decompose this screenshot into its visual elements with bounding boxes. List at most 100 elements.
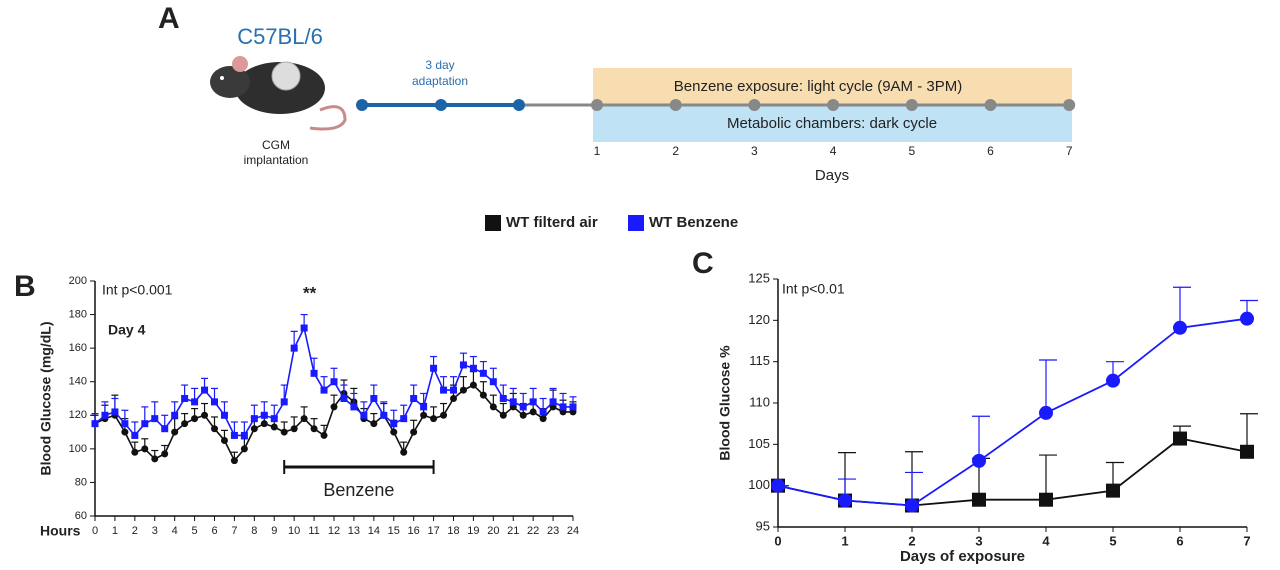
panel-a: A C57BL/6 CGM implantation 3 day adaptat… bbox=[158, 2, 1072, 184]
x-tick-label: 5 bbox=[1109, 533, 1116, 548]
marker bbox=[559, 403, 567, 411]
marker bbox=[1173, 431, 1187, 446]
panel-letter: C bbox=[692, 247, 714, 280]
marker bbox=[972, 453, 986, 468]
y-tick-label: 140 bbox=[69, 376, 87, 388]
marker bbox=[300, 324, 308, 332]
marker bbox=[972, 492, 986, 507]
x-tick-label: 7 bbox=[1243, 533, 1250, 548]
marker bbox=[489, 378, 497, 386]
x-tick-label: 4 bbox=[172, 525, 178, 537]
x-tick-label: 15 bbox=[388, 525, 400, 537]
x-tick-label: 4 bbox=[1042, 533, 1050, 548]
x-tick-label: 2 bbox=[908, 533, 915, 548]
exposure-label: Benzene exposure: light cycle (9AM - 3PM… bbox=[674, 78, 962, 95]
marker bbox=[469, 381, 477, 389]
marker bbox=[121, 420, 129, 428]
day-label: 6 bbox=[987, 144, 994, 158]
marker bbox=[290, 344, 298, 352]
exposure-band bbox=[593, 68, 1072, 105]
marker bbox=[270, 415, 278, 423]
day-label: 3 bbox=[751, 144, 758, 158]
legend-label: WT filterd air bbox=[506, 214, 598, 231]
timeline-dot bbox=[905, 99, 918, 111]
marker bbox=[479, 369, 487, 377]
marker bbox=[141, 445, 149, 453]
marker bbox=[519, 403, 527, 411]
x-tick-label: 6 bbox=[211, 525, 217, 537]
timeline-dot bbox=[513, 99, 525, 111]
adaptation-label: 3 day bbox=[425, 58, 454, 72]
timeline-dot bbox=[1063, 99, 1076, 111]
marker bbox=[181, 420, 189, 428]
marker bbox=[529, 398, 537, 406]
timeline-dot bbox=[591, 99, 603, 111]
marker bbox=[459, 386, 467, 394]
x-tick-label: 21 bbox=[507, 525, 519, 537]
y-tick-label: 80 bbox=[75, 476, 87, 488]
chart-c: C 95 100 105 110 115 120 125 0 1 2 3 4 5 6 7 Days of exp… bbox=[692, 247, 1258, 565]
y-tick-label: 180 bbox=[69, 308, 87, 320]
marker bbox=[121, 428, 129, 436]
timeline-dot bbox=[748, 99, 761, 111]
x-tick-label: 17 bbox=[427, 525, 439, 537]
chamber-band bbox=[593, 105, 1072, 142]
marker bbox=[370, 420, 378, 428]
annotation: Day 4 bbox=[108, 322, 146, 338]
marker bbox=[519, 411, 527, 419]
marker bbox=[440, 386, 448, 394]
marker bbox=[509, 398, 517, 406]
marker bbox=[905, 498, 919, 513]
x-tick-label: 8 bbox=[251, 525, 257, 537]
marker bbox=[350, 403, 358, 411]
x-tick-label: 13 bbox=[348, 525, 360, 537]
marker bbox=[260, 411, 268, 419]
x-tick-label: 22 bbox=[527, 525, 539, 537]
x-axis-label: Days of exposure bbox=[900, 548, 1025, 565]
marker bbox=[111, 408, 119, 416]
marker bbox=[240, 445, 248, 453]
x-tick-label: 9 bbox=[271, 525, 277, 537]
marker bbox=[340, 395, 348, 402]
marker bbox=[489, 403, 497, 411]
marker bbox=[390, 428, 398, 436]
x-tick-label: 1 bbox=[112, 525, 118, 537]
marker bbox=[171, 411, 179, 419]
marker bbox=[569, 403, 577, 411]
marker bbox=[191, 398, 199, 406]
marker bbox=[380, 411, 388, 419]
marker bbox=[499, 411, 507, 419]
x-tick-label: 3 bbox=[975, 533, 982, 548]
marker bbox=[141, 420, 149, 428]
marker bbox=[131, 448, 139, 456]
marker bbox=[330, 403, 338, 411]
marker bbox=[151, 455, 159, 463]
day-label: 7 bbox=[1066, 144, 1073, 158]
y-axis-label: Blood Glucose (mg/dL) bbox=[38, 322, 54, 476]
marker bbox=[151, 415, 159, 423]
x-tick-label: 10 bbox=[288, 525, 300, 537]
marker bbox=[131, 431, 139, 439]
x-tick-label: 0 bbox=[92, 525, 98, 537]
marker bbox=[220, 411, 228, 419]
marker bbox=[450, 386, 457, 394]
marker bbox=[430, 415, 438, 423]
x-tick-label: 3 bbox=[152, 525, 158, 537]
marker bbox=[1106, 373, 1120, 388]
y-tick-label: 60 bbox=[75, 510, 87, 522]
marker bbox=[410, 428, 418, 436]
day-label: 2 bbox=[672, 144, 679, 158]
implant-label: CGM bbox=[262, 138, 290, 152]
x-tick-label: 1 bbox=[841, 533, 848, 548]
y-tick-label: 100 bbox=[69, 443, 87, 455]
marker bbox=[101, 411, 109, 419]
marker bbox=[320, 431, 328, 439]
y-tick-label: 125 bbox=[748, 270, 770, 285]
marker bbox=[1039, 405, 1053, 420]
series-line bbox=[777, 317, 1248, 507]
marker bbox=[181, 395, 189, 402]
marker bbox=[450, 395, 457, 402]
panel-letter: A bbox=[158, 2, 180, 35]
marker bbox=[479, 391, 487, 399]
y-tick-label: 110 bbox=[749, 394, 770, 409]
